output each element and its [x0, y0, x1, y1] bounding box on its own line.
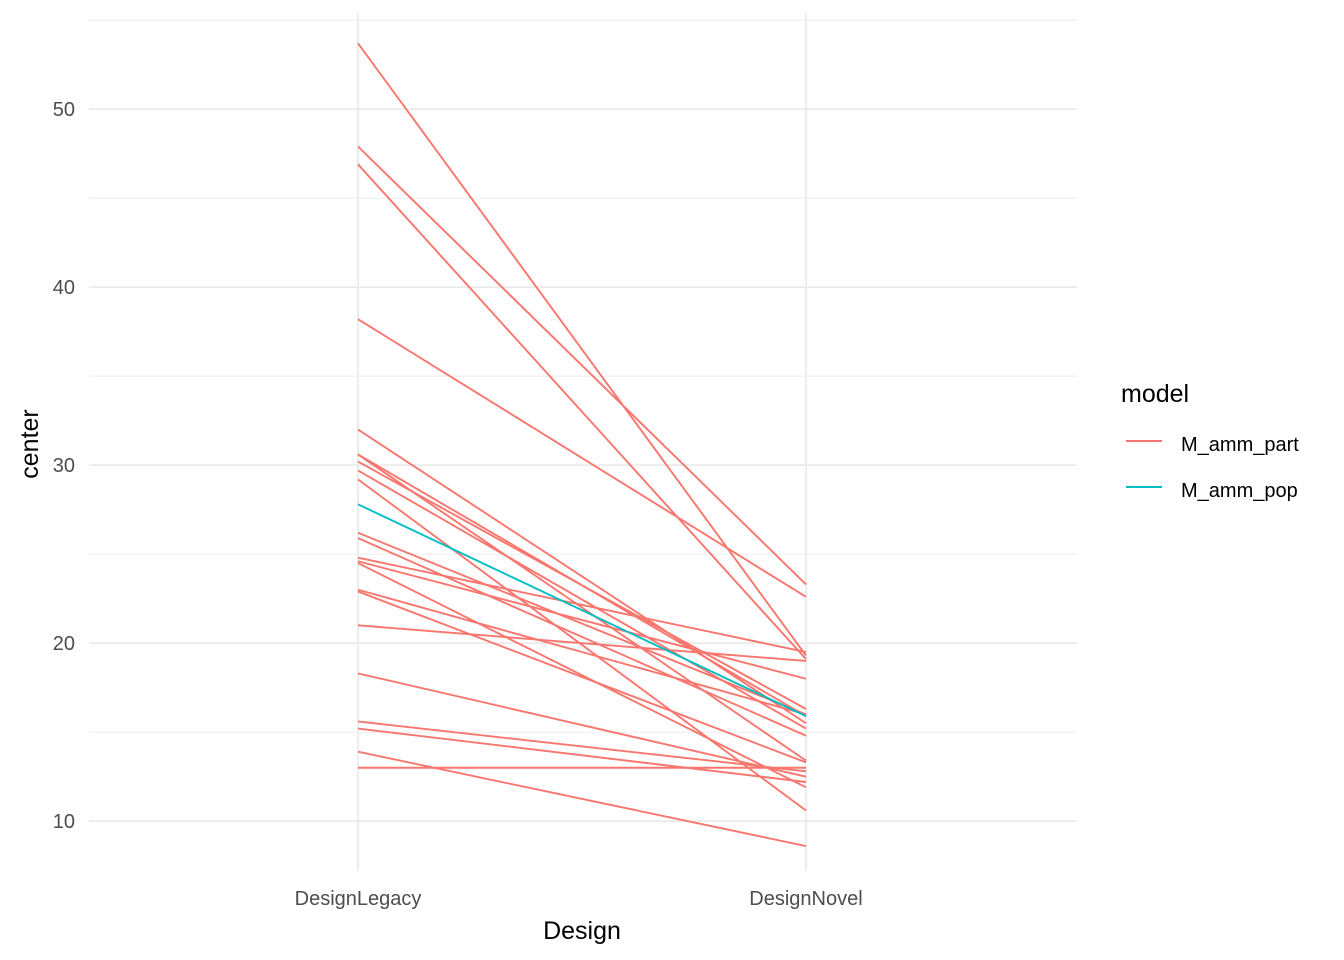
y-axis-title: center	[16, 409, 44, 478]
series-line-m-amm-part-21	[357, 750, 807, 848]
y-tick-label: 50	[53, 99, 75, 121]
series-line-m-amm-part-18	[357, 672, 807, 778]
y-tick-label: 20	[53, 633, 75, 655]
series-line-m-amm-part-20	[357, 727, 807, 783]
series-line-m-amm-pop	[357, 503, 807, 717]
series-line-m-amm-part-14	[357, 562, 807, 789]
series-line-m-amm-part-15	[357, 588, 807, 716]
series-line-m-amm-part-4	[357, 428, 807, 725]
legend-label-m-amm-part: M_amm_part	[1181, 434, 1299, 456]
series-line-m-amm-part-7	[357, 460, 807, 710]
series-line-m-amm-part-16	[357, 590, 807, 764]
series-line-m-amm-part-0	[357, 42, 807, 657]
legend: model M_amm_part M_amm_pop	[1121, 380, 1299, 502]
series-line-m-amm-part-3	[357, 318, 807, 598]
series-line-m-amm-part-13	[357, 560, 807, 680]
y-tick-label: 10	[53, 811, 75, 833]
x-axis-ticks: DesignLegacy DesignNovel	[295, 888, 863, 910]
series-lines	[357, 42, 807, 848]
series-line-m-amm-part-9	[357, 478, 807, 812]
y-tick-label: 30	[53, 455, 75, 477]
grid	[89, 13, 1077, 871]
series-line-m-amm-part-17	[357, 624, 807, 662]
series-line-m-amm-part-1	[357, 145, 807, 586]
series-line-m-amm-part-6	[357, 453, 807, 762]
x-axis-title: Design	[543, 917, 621, 945]
x-tick-label: DesignNovel	[749, 888, 862, 910]
series-line-m-amm-part-11	[357, 537, 807, 737]
legend-label-m-amm-pop: M_amm_pop	[1181, 480, 1298, 502]
y-tick-label: 40	[53, 277, 75, 299]
x-tick-label: DesignLegacy	[295, 888, 422, 910]
series-line-m-amm-part-2	[357, 163, 807, 660]
series-line-m-amm-part-8	[357, 469, 807, 730]
legend-title: model	[1121, 380, 1189, 408]
y-axis-ticks: 10 20 30 40 50	[53, 99, 75, 833]
series-line-m-amm-part-12	[357, 556, 807, 653]
series-line-m-amm-part-19	[357, 720, 807, 773]
series-line-m-amm-part-10	[357, 531, 807, 716]
